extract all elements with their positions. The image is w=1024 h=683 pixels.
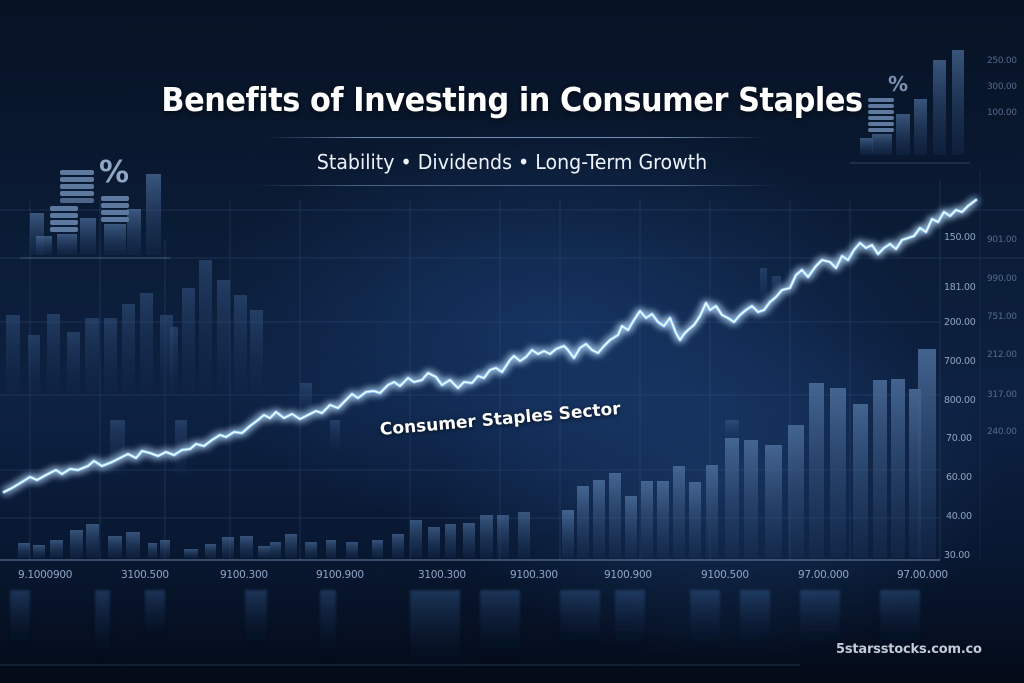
y-tick-label-outer: 100.00	[987, 108, 1017, 118]
y-tick-label-outer: 901.00	[987, 235, 1017, 245]
subtitle-divider	[250, 185, 780, 186]
x-tick-label: 97.00.000	[897, 569, 948, 581]
x-tick-label: 97.00.000	[798, 569, 849, 581]
y-tick-label: 800.00	[944, 395, 976, 406]
reflection	[10, 590, 920, 670]
y-tick-label-outer: 990.00	[987, 274, 1017, 284]
y-tick-label-outer: 240.00	[987, 427, 1017, 437]
volume-bars-left	[18, 512, 530, 558]
watermark: 5starsstocks.com.co	[836, 642, 982, 657]
y-tick-label: 60.00	[946, 472, 972, 483]
volume-bars-right	[562, 349, 936, 558]
coin-stack-graphic-right	[850, 50, 970, 164]
x-tick-label: 3100.300	[418, 569, 466, 581]
coin-stack-graphic-left	[20, 170, 170, 259]
x-tick-label: 3100.500	[121, 569, 169, 581]
y-tick-label: 70.00	[946, 433, 972, 444]
y-tick-label-outer: 212.00	[987, 350, 1017, 360]
y-tick-label-outer: 317.00	[987, 390, 1017, 400]
y-tick-label: 200.00	[944, 317, 976, 328]
percent-icon-left: %	[99, 155, 130, 190]
x-tick-label: 9.1000900	[18, 569, 73, 581]
x-tick-label: 9100.300	[510, 569, 558, 581]
y-tick-label-outer: 751.00	[987, 312, 1017, 322]
x-tick-label: 9100.300	[220, 569, 268, 581]
y-tick-label: 700.00	[944, 356, 976, 367]
x-tick-label: 9100.900	[316, 569, 364, 581]
y-tick-label: 150.00	[944, 232, 976, 243]
x-tick-label: 9100.500	[701, 569, 749, 581]
background-bars	[6, 260, 781, 475]
y-tick-label-outer: 300.00	[987, 82, 1017, 92]
title-divider	[265, 137, 765, 138]
page-title: Benefits of Investing in Consumer Staple…	[161, 80, 863, 119]
price-line	[2, 198, 978, 494]
percent-icon-right: %	[888, 72, 909, 96]
y-tick-label-outer: 250.00	[987, 56, 1017, 66]
page-subtitle: Stability • Dividends • Long-Term Growth	[316, 150, 708, 174]
y-tick-label: 181.00	[944, 282, 976, 293]
x-tick-label: 9100.900	[604, 569, 652, 581]
y-tick-label: 40.00	[946, 511, 972, 522]
y-tick-label: 30.00	[944, 550, 970, 561]
